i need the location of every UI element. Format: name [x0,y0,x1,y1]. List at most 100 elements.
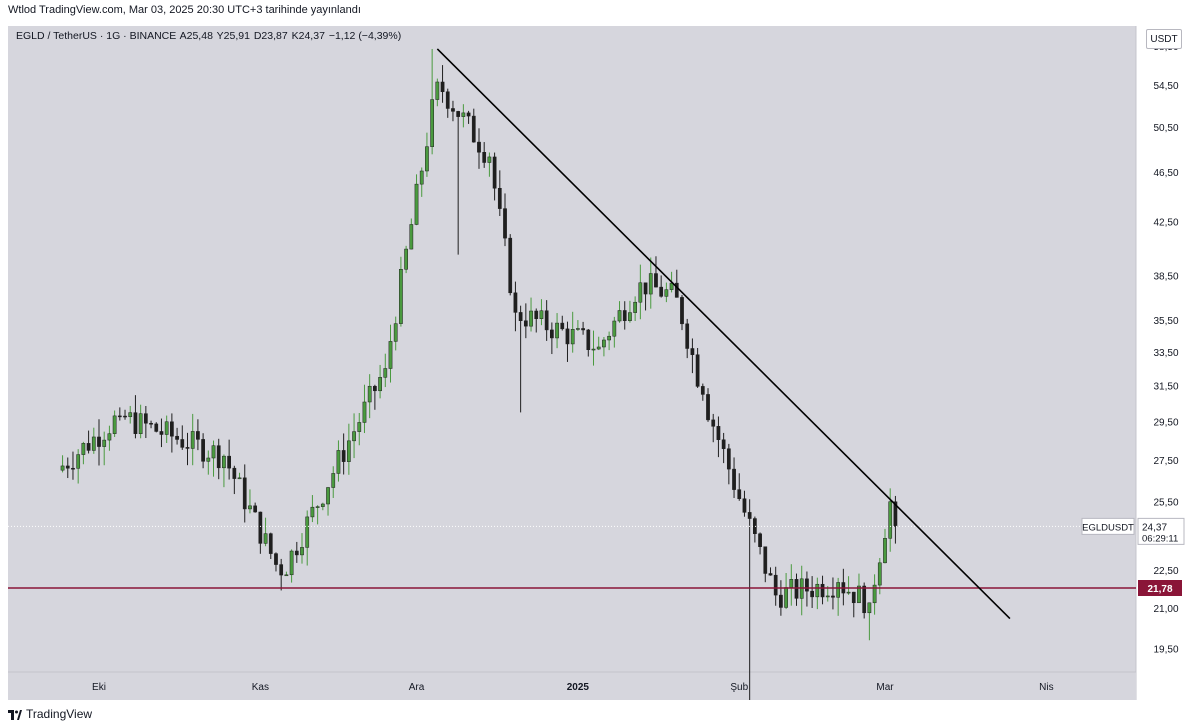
candle-down [549,329,554,339]
candle-down [258,511,263,544]
candle-up [305,516,310,548]
tradingview-logo-icon [8,709,22,720]
candle-down [154,423,159,432]
candle-down [518,312,523,321]
candle-down [758,533,762,547]
candle-down [133,412,138,434]
candle-up [888,501,893,539]
candle-up [357,422,362,432]
x-tick-label: Şub [730,682,748,693]
candle-up [326,487,330,505]
candle-up [602,339,606,348]
candle-down [180,439,185,448]
symbol-legend: EGLD / TetherUS · 1G · BINANCE A25,48 Y2… [16,30,402,42]
candle-down [445,91,450,109]
candle-down [71,467,75,470]
candle-down [440,81,445,93]
candle-down [523,320,528,327]
candle-down [175,435,179,440]
last-price-badge [1137,517,1185,545]
candle-up [570,329,575,345]
candle-down [690,348,695,355]
candle-up [362,401,367,423]
candle-down [674,282,679,298]
currency-selector[interactable]: USDT [1146,29,1182,49]
candle-up [393,323,398,342]
candle-up [461,112,466,117]
candle-down [341,450,346,462]
candle-up [409,224,414,250]
candle-up [320,503,325,507]
candle-up [378,377,382,392]
candle-down [149,423,153,425]
candle-up [300,547,304,556]
candle-up [222,455,226,469]
candle-up [60,465,65,471]
candle-down [851,591,856,604]
candle-up [430,99,435,147]
candle-down [497,187,502,209]
candle-down [279,564,284,576]
y-tick-label: 29,50 [1153,418,1178,429]
candle-up [669,282,674,290]
candle-down [794,579,799,599]
candle-down [143,413,148,424]
candle-down [185,447,190,449]
candle-up [102,439,107,447]
candle-up [617,310,622,322]
candle-up [867,602,872,614]
candle-up [284,574,289,577]
candle-up [138,413,143,434]
legend-pair: EGLD / TetherUS · 1G · BINANCE [16,30,177,42]
candle-up [435,81,440,100]
candle-down [170,421,174,437]
candle-up [352,431,356,442]
candle-down [513,292,518,313]
candlestick-chart[interactable]: 58,5054,5050,5046,5042,5038,5035,5033,50… [8,26,1192,700]
time-axis-panel [8,672,1136,700]
candle-down [779,594,783,608]
candle-down [721,439,726,449]
candle-up [190,431,195,449]
candle-up [836,582,841,598]
y-tick-label: 27,50 [1153,456,1178,467]
candle-down [274,553,278,565]
candle-up [346,440,351,462]
candle-down [695,354,700,387]
chart-area[interactable]: 58,5054,5050,5046,5042,5038,5035,5033,50… [8,26,1192,700]
candle-down [805,578,809,592]
candle-up [857,585,861,604]
candle-down [227,455,231,469]
candle-up [612,320,617,337]
support-price-label: 21,78 [1147,584,1172,595]
candle-down [232,467,237,479]
candle-down [768,573,773,576]
x-tick-label: Eki [92,682,106,693]
trend-line [436,48,1011,620]
candle-down [893,501,898,527]
candle-up [289,550,294,576]
candle-up [591,348,596,351]
candle-down [726,448,731,470]
candle-up [539,310,544,319]
candle-up [529,310,533,327]
candle-down [586,329,591,350]
candle-down [711,419,716,427]
candle-up [91,436,96,451]
candle-down [654,273,658,288]
candle-up [383,368,388,378]
candle-down [482,152,487,163]
legend-high: Y25,91 [216,30,250,42]
y-tick-label: 19,50 [1153,645,1178,656]
candle-up [81,443,86,455]
y-tick-label: 50,50 [1153,123,1178,134]
candle-down [732,468,736,490]
candle-up [128,412,133,418]
candle-up [648,273,653,295]
candle-down [685,323,690,349]
candle-down [492,156,497,189]
candle-up [877,562,882,586]
x-tick-label: Mar [876,682,894,693]
candle-down [451,108,455,112]
candle-down [201,439,205,462]
